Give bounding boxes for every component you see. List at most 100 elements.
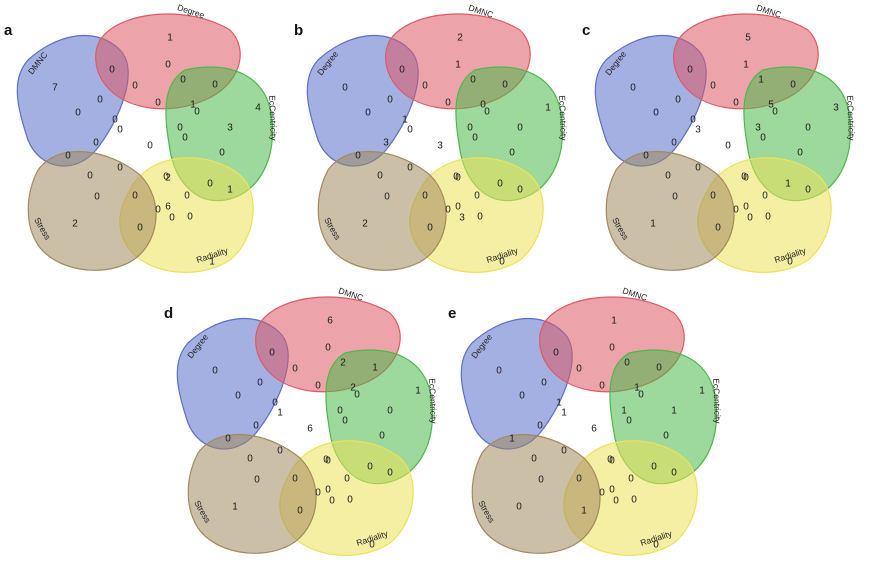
region-count: 0	[427, 223, 433, 234]
region-count: 1	[402, 115, 408, 126]
region-count: 0	[399, 65, 405, 76]
region-count: 0	[672, 192, 678, 203]
region-count: 0	[805, 185, 811, 196]
region-count: 3	[459, 213, 465, 224]
region-count: 1	[556, 398, 562, 409]
region-count: 3	[695, 125, 701, 136]
region-count: 0	[576, 474, 582, 485]
region-count: 0	[377, 171, 383, 182]
region-count: 1	[650, 219, 656, 230]
region-count: 0	[653, 108, 659, 119]
region-count: 0	[671, 138, 677, 149]
region-count: 0	[638, 390, 644, 401]
region-count: 0	[599, 381, 605, 392]
region-count: 0	[117, 163, 123, 174]
region-count: 0	[315, 381, 321, 392]
region-count: 0	[257, 378, 263, 389]
region-count: 1	[611, 316, 617, 327]
region-count: 0	[663, 431, 669, 442]
region-count: 1	[455, 60, 461, 71]
region-count: 0	[387, 406, 393, 417]
region-count: 0	[354, 390, 360, 401]
region-count: 1	[699, 386, 705, 397]
region-count: 0	[325, 343, 331, 354]
region-count: 0	[805, 123, 811, 134]
region-count: 1	[227, 185, 233, 196]
region-count: 0	[467, 123, 473, 134]
set-brown	[187, 433, 317, 554]
region-count: 0	[93, 138, 99, 149]
region-count: 0	[695, 163, 701, 174]
set-label-green: EcCentricity	[427, 378, 439, 424]
region-count: 0	[772, 107, 778, 118]
region-count: 2	[340, 358, 346, 369]
region-count: 0	[497, 179, 503, 190]
region-count: 0	[741, 172, 747, 183]
region-count: 0	[643, 151, 649, 162]
region-count: 0	[65, 151, 71, 162]
region-count: 0	[342, 416, 348, 427]
region-count: 0	[155, 98, 161, 109]
panel-letter: a	[4, 22, 13, 39]
region-count: 0	[576, 364, 582, 375]
region-count: 0	[132, 191, 138, 202]
region-count: 0	[715, 223, 721, 234]
region-count: 2	[362, 219, 368, 230]
region-count: 0	[517, 123, 523, 134]
region-count: 3	[437, 141, 443, 152]
panel-letter: b	[294, 22, 304, 39]
region-count: 0	[665, 171, 671, 182]
region-count: 0	[112, 115, 118, 126]
region-count: 5	[768, 100, 774, 111]
region-count: 0	[187, 212, 193, 223]
region-count: 0	[653, 540, 659, 551]
region-count: 0	[609, 485, 615, 496]
region-count: 0	[137, 223, 143, 234]
region-count: 0	[613, 496, 619, 507]
region-count: 3	[227, 123, 233, 134]
region-count: 0	[561, 446, 567, 457]
region-count: 3	[833, 103, 839, 114]
region-count: 0	[733, 205, 739, 216]
region-count: 0	[165, 60, 171, 71]
region-count: 3	[383, 138, 389, 149]
region-count: 0	[94, 192, 100, 203]
region-count: 0	[651, 462, 657, 473]
region-count: 0	[477, 212, 483, 223]
region-count: 1	[545, 103, 551, 114]
region-count: 0	[384, 192, 390, 203]
region-count: 0	[180, 75, 186, 86]
region-count: 0	[675, 95, 681, 106]
region-count: 6	[307, 424, 313, 435]
region-count: 0	[212, 366, 218, 377]
region-count: 0	[690, 115, 696, 126]
region-count: 0	[519, 391, 525, 402]
region-count: 0	[470, 75, 476, 86]
region-count: 0	[531, 454, 537, 465]
region-count: 0	[671, 468, 677, 479]
region-count: 0	[132, 81, 138, 92]
region-count: 0	[765, 212, 771, 223]
region-count: 0	[75, 108, 81, 119]
region-count: 0	[626, 416, 632, 427]
region-count: 0	[337, 406, 343, 417]
region-count: 0	[474, 191, 480, 202]
region-count: 0	[323, 455, 329, 466]
region-count: 0	[445, 98, 451, 109]
region-count: 0	[212, 80, 218, 91]
region-count: 0	[147, 141, 153, 152]
region-count: 0	[109, 65, 115, 76]
region-count: 0	[292, 364, 298, 375]
venn-diagram: DegreeDMNCEcCentricityRadialityStress061…	[176, 285, 439, 556]
region-count: 0	[292, 474, 298, 485]
region-count: 0	[194, 107, 200, 118]
region-count: 0	[344, 474, 350, 485]
region-count: 0	[537, 421, 543, 432]
region-count: 0	[760, 133, 766, 144]
region-count: 0	[207, 179, 213, 190]
region-count: 3	[755, 123, 761, 134]
venn-diagram: DegreeDMNCEcCentricityRadialityStress053…	[594, 2, 857, 273]
region-count: 0	[253, 421, 259, 432]
region-count: 1	[190, 100, 196, 111]
region-count: 0	[269, 348, 275, 359]
